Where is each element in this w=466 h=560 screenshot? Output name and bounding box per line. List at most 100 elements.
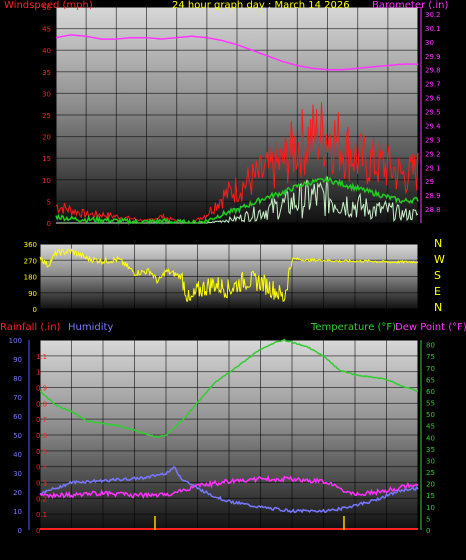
y-tick-label-barometer: 29 [425, 178, 434, 186]
y-tick-label-humidity: 70 [13, 394, 22, 402]
y-tick-label-rainfall: 1 [36, 369, 40, 377]
y-tick-label-barometer: 30 [425, 39, 434, 47]
y-tick-label-temperature: 60 [426, 388, 435, 396]
y-tick-label-temperature: 75 [426, 353, 435, 361]
y-tick-label-humidity: 0 [18, 527, 22, 535]
x-tick-label: 08 [160, 539, 170, 548]
x-axis: 02 04 06 08 10 12 14 16 18 20 22 00 [80, 229, 422, 238]
x-tick-label: 00 [412, 229, 422, 238]
compass-label-e: E [434, 285, 441, 298]
compass-label-s: S [434, 269, 441, 282]
humidity-axis-label: Humidity [68, 322, 113, 333]
series-barometer [55, 34, 418, 71]
y-tick-label-temperature: 5 [426, 515, 430, 523]
y-tick-label-temperature: 45 [426, 423, 435, 431]
y-tick-label-temperature: 0 [426, 527, 430, 535]
y-tick-label-windspeed: 5 [47, 198, 51, 206]
x-tick-label: 06 [128, 539, 138, 548]
y-tick-label-temperature: 35 [426, 446, 435, 454]
y-tick-label-windspeed: 35 [42, 69, 51, 77]
y-tick-label-direction: 270 [24, 257, 37, 265]
compass-label-n-bottom: N [434, 301, 442, 314]
x-tick-label: 22 [382, 229, 392, 238]
y-tick-label-windspeed: 0 [47, 220, 51, 228]
y-tick-label-temperature: 80 [426, 342, 435, 350]
y-tick-label-barometer: 29.8 [425, 67, 441, 75]
y-tick-label-windspeed: 40 [42, 47, 51, 55]
y-tick-label-direction: 0 [33, 306, 37, 314]
y-axis-humidity: 0 10 20 30 40 50 60 70 80 90 100 [9, 337, 30, 535]
y-tick-label-humidity: 100 [9, 337, 22, 345]
grid [40, 244, 418, 309]
barometer-axis-label: Barometer (.in) [372, 0, 448, 11]
series-temperature [39, 338, 419, 439]
compass-labels: N W S E N [434, 237, 445, 314]
y-tick-label-direction: 180 [24, 274, 37, 282]
y-tick-label-barometer: 29.4 [425, 122, 441, 130]
x-axis: 02 04 06 08 10 12 14 16 18 20 22 00 [65, 539, 422, 548]
y-tick-label-windspeed: 20 [42, 134, 51, 142]
grid [40, 340, 418, 530]
y-tick-label-rainfall: 0.8 [36, 400, 47, 408]
y-tick-label-windspeed: 50 [42, 4, 51, 12]
series-wind-average [55, 175, 419, 226]
y-tick-label-humidity: 10 [13, 508, 22, 516]
x-tick-label: 20 [352, 229, 362, 238]
x-tick-label: 04 [97, 539, 107, 548]
y-tick-label-humidity: 40 [13, 451, 22, 459]
y-tick-label-temperature: 55 [426, 400, 435, 408]
x-tick-label: 06 [140, 229, 150, 238]
y-tick-label-windspeed: 15 [42, 155, 51, 163]
x-tick-label: 22 [380, 539, 390, 548]
series-wind-speed [55, 102, 419, 224]
y-tick-label-temperature: 65 [426, 376, 435, 384]
x-tick-label: 04 [110, 229, 120, 238]
y-tick-label-barometer: 29.9 [425, 53, 441, 61]
y-tick-label-barometer: 30.2 [425, 11, 441, 19]
y-tick-label-rainfall: 0.7 [36, 416, 47, 424]
y-tick-label-barometer: 28.9 [425, 192, 441, 200]
windspeed-axis-label: Windspeed (mph) [4, 0, 93, 11]
y-tick-label-temperature: 20 [426, 481, 435, 489]
y-tick-label-barometer: 29.3 [425, 136, 441, 144]
grid [56, 7, 418, 223]
y-tick-label-temperature: 70 [426, 365, 435, 373]
y-tick-label-direction: 360 [24, 241, 37, 249]
compass-label-w: W [434, 253, 445, 266]
x-tick-label: 02 [65, 539, 75, 548]
y-tick-label-rainfall: 0.6 [36, 432, 48, 440]
y-tick-label-rainfall: 0.1 [36, 511, 47, 519]
x-tick-label: 20 [349, 539, 359, 548]
y-tick-label-rainfall: 0.4 [36, 464, 48, 472]
x-tick-label: 02 [80, 229, 90, 238]
x-tick-label: 18 [321, 229, 331, 238]
y-tick-label-windspeed: 45 [42, 26, 51, 34]
x-tick-label: 14 [254, 539, 264, 548]
x-tick-label: 08 [171, 229, 181, 238]
y-tick-label-temperature: 15 [426, 492, 435, 500]
y-tick-label-barometer: 30.1 [425, 25, 441, 33]
x-tick-label: 18 [317, 539, 327, 548]
y-tick-label-temperature: 50 [426, 411, 435, 419]
y-tick-label-temperature: 25 [426, 469, 435, 477]
wind-direction-panel: 0 90 180 270 360 N W S E N [24, 237, 445, 314]
y-tick-label-temperature: 40 [426, 434, 435, 442]
temperature-axis-label: Temperature (°F) [310, 322, 396, 333]
compass-label-n-top: N [434, 237, 442, 250]
x-tick-label: 10 [201, 229, 211, 238]
y-tick-label-rainfall: 0.9 [36, 385, 47, 393]
y-tick-label-barometer: 29.6 [425, 95, 441, 103]
series-wind-direction [39, 248, 419, 302]
y-tick-label-humidity: 60 [13, 413, 22, 421]
y-tick-label-rainfall: 0.5 [36, 448, 47, 456]
series-wind-gust [56, 176, 419, 224]
y-tick-label-barometer: 29.7 [425, 81, 441, 89]
series-layer [39, 248, 419, 302]
y-tick-label-rainfall: 0.3 [36, 480, 47, 488]
y-tick-label-barometer: 29.1 [425, 164, 441, 172]
y-axis-right: 28.8 28.9 29 29.1 29.2 29.3 29.4 29.5 29.6 29.7 29… [420, 7, 441, 223]
y-tick-label-rainfall: 1.1 [36, 353, 47, 361]
